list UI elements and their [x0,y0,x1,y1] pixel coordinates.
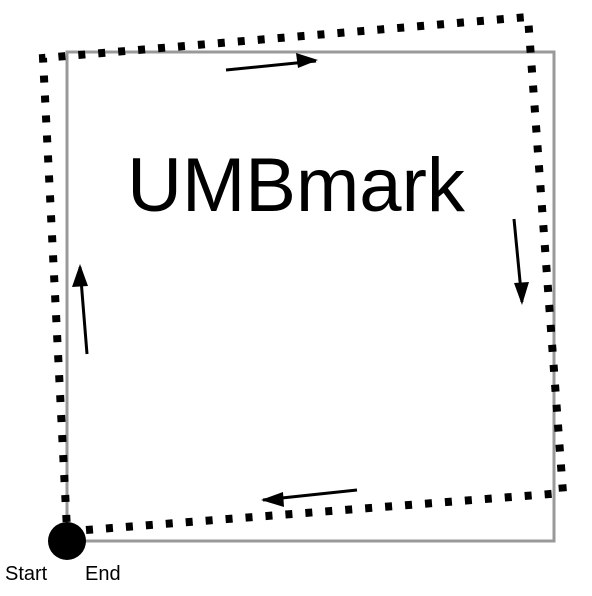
ideal-square-path [65,50,556,543]
arrowhead-top [296,53,318,68]
end-label: End [85,563,121,585]
start-label: Start [5,563,48,585]
arrowhead-bottom [261,492,284,507]
arrowhead-left [72,264,88,287]
direction-arrows [72,53,529,507]
actual-dotted-path [38,12,568,534]
start-end-marker [48,522,86,560]
arrowhead-right [514,282,529,305]
diagram-title: UMBmark [127,143,466,228]
